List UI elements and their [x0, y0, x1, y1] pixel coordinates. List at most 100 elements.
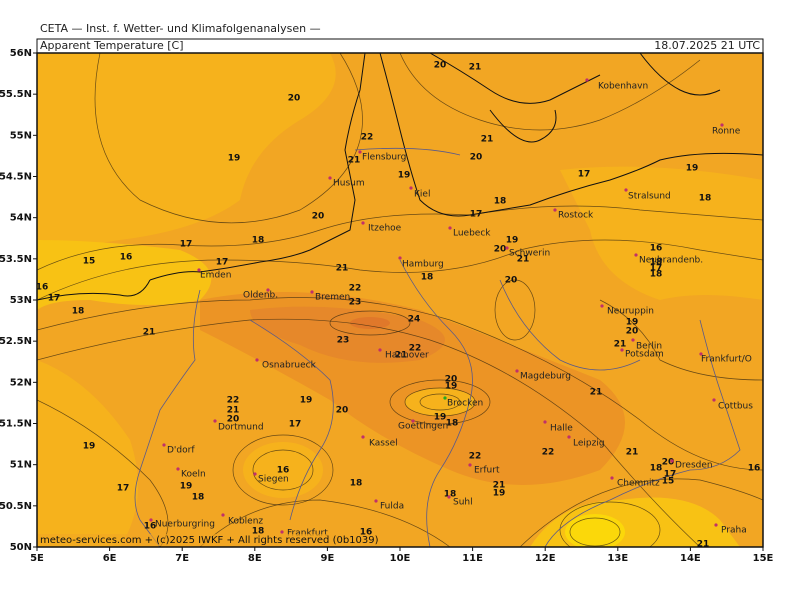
contour-label: 22	[361, 133, 374, 143]
y-tick-label: 52.5N	[0, 336, 32, 347]
contour-label: 16	[144, 522, 157, 532]
field-band	[37, 240, 212, 310]
field-band	[560, 166, 763, 300]
contour-label: 20	[312, 212, 325, 222]
contour-label: 21	[493, 481, 506, 491]
city-label: Schwerin	[509, 249, 550, 259]
contour-label: 20	[662, 458, 675, 468]
city-label: Hannover	[385, 351, 429, 361]
contour-label: 21	[614, 340, 627, 350]
city-marker	[714, 523, 718, 527]
x-tick-label: 9E	[321, 553, 335, 564]
contour-label: 22	[349, 284, 362, 294]
contour-label: 22	[227, 396, 240, 406]
city-label: Halle	[550, 424, 573, 434]
city-label: Koeln	[181, 470, 206, 480]
y-tick-label: 54N	[10, 213, 32, 224]
city-label: Neubrandenb.	[639, 256, 703, 266]
contour-label: 19	[398, 171, 411, 181]
city-label: Husum	[333, 179, 365, 189]
contour-label: 18	[494, 197, 507, 207]
contour-label: 17	[180, 240, 193, 250]
city-marker	[197, 268, 201, 272]
time-label: 18.07.2025 21 UTC	[654, 39, 760, 52]
contour-label: 20	[505, 276, 518, 286]
contour-label: 20	[470, 153, 483, 163]
city-marker	[448, 226, 452, 230]
city-marker	[624, 188, 628, 192]
city-marker	[720, 123, 724, 127]
contour-label: 18	[650, 464, 663, 474]
city-label: Kiel	[414, 190, 430, 200]
contour-label: 21	[469, 63, 482, 73]
contour-label: 17	[470, 210, 483, 220]
contour-label: 16	[36, 283, 49, 293]
contour-label: 21	[336, 264, 349, 274]
city-marker	[213, 419, 217, 423]
cities: Kobenhavn Ronne Flensburg Husum Kiel Stralsun…	[149, 78, 753, 539]
city-label: D'dorf	[167, 446, 195, 456]
city-marker	[176, 467, 180, 471]
city-label: Osnabrueck	[262, 361, 317, 371]
contour-label: 22	[409, 344, 422, 354]
city-marker	[468, 463, 472, 467]
city-marker	[585, 78, 589, 82]
contour-label: 19	[434, 413, 447, 423]
city-marker	[361, 221, 365, 225]
y-tick-label: 56N	[10, 48, 32, 59]
y-tick-label: 52N	[10, 377, 32, 388]
contour-label: 17	[664, 470, 677, 480]
contour-label: 18	[421, 273, 434, 283]
city-label: Dortmund	[218, 423, 264, 433]
city-label: Praha	[721, 526, 747, 536]
city-marker	[600, 304, 604, 308]
city-marker	[409, 186, 413, 190]
contour-label: 16	[650, 244, 663, 254]
footer-credit: meteo-services.com + (c)2025 IWKF + All …	[40, 535, 379, 546]
city-label: Rostock	[558, 211, 594, 221]
contour-label: 17	[216, 258, 229, 268]
city-marker	[567, 435, 571, 439]
contour-label: 18	[650, 258, 663, 268]
field-band	[250, 306, 445, 363]
city-marker	[378, 348, 382, 352]
contour-label: 17	[117, 484, 130, 494]
field-band	[37, 53, 336, 245]
city-marker	[162, 443, 166, 447]
x-tick-label: 7E	[175, 553, 189, 564]
city-marker	[447, 495, 451, 499]
city-label: Cottbus	[718, 402, 753, 412]
contour-label: 15	[662, 477, 675, 487]
city-label: Kobenhavn	[598, 82, 648, 92]
y-tick-label: 50N	[10, 542, 32, 553]
city-label: Emden	[200, 271, 231, 281]
city-marker	[328, 176, 332, 180]
city-label: Suhl	[453, 498, 473, 508]
city-label: Luebeck	[453, 229, 491, 239]
contour-label: 16	[748, 464, 761, 474]
city-marker	[634, 253, 638, 257]
contour-label: 20	[494, 245, 507, 255]
contour-label: 16	[120, 253, 133, 263]
contour-label: 24	[408, 315, 421, 325]
borders	[134, 147, 741, 547]
contour-label: 18	[192, 493, 205, 503]
city-marker	[699, 352, 703, 356]
x-tick-label: 5E	[30, 553, 44, 564]
city-label: Potsdam	[625, 350, 664, 360]
axes: 56N 55.5N 55N 54.5N 54N 53.5N 53N 52.5N 52N 51.5N…	[0, 48, 774, 564]
city-marker	[543, 420, 547, 424]
city-marker	[712, 398, 716, 402]
contour-label: 16	[277, 466, 290, 476]
contour-label: 19	[83, 442, 96, 452]
city-label: Itzehoe	[368, 224, 402, 234]
city-label: Neuruppin	[607, 307, 654, 317]
contour-label: 18	[252, 236, 265, 246]
x-tick-label: 11E	[462, 553, 483, 564]
city-label: Fulda	[380, 502, 404, 512]
city-label: Erfurt	[474, 466, 500, 476]
x-tick-label: 6E	[103, 553, 117, 564]
contour-label: 19	[493, 489, 506, 499]
contour-label: 23	[337, 336, 350, 346]
